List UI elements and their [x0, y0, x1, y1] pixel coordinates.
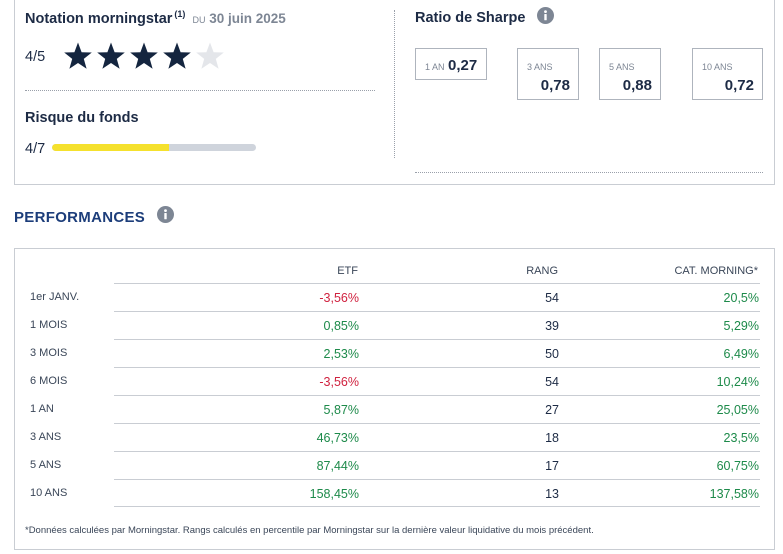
divider [415, 172, 763, 173]
etf-performance: -3,56% [319, 291, 359, 305]
period-label: 5 ANS [30, 459, 62, 471]
column-header-cat: CAT. MORNING* [674, 265, 758, 277]
period-label: 1er JANV. [30, 291, 80, 303]
period-label: 6 MOIS [30, 375, 68, 387]
sharpe-value: 0,78 [540, 77, 570, 94]
sharpe-period-label: 1 AN [425, 62, 445, 72]
row-cells: 0,85% 39 5,29% [114, 311, 760, 339]
period-label: 1 MOIS [30, 319, 68, 331]
period-label: 3 MOIS [30, 347, 68, 359]
star-icon [96, 41, 126, 71]
rank-value: 17 [545, 459, 559, 473]
performances-title: PERFORMANCES [14, 209, 146, 226]
rating-date: DU 30 juin 2025 [192, 11, 285, 26]
rank-value: 39 [545, 319, 559, 333]
sharpe-box-3y: 3 ANS 0,78 [517, 48, 579, 100]
info-icon[interactable] [537, 7, 554, 24]
row-cells: -3,56% 54 10,24% [114, 367, 760, 395]
footnote: *Données calculées par Morningstar. Rang… [25, 525, 594, 536]
category-performance: 10,24% [716, 375, 759, 389]
fund-summary-panel [14, 0, 775, 185]
sharpe-period-label: 3 ANS [527, 62, 553, 72]
table-row: 1er JANV. -3,56% 54 20,5% [15, 283, 774, 311]
sharpe-value: 0,27 [448, 57, 478, 74]
risk-value: 4/7 [25, 141, 46, 157]
morningstar-title-text: Notation morningstar [25, 11, 173, 27]
etf-performance: 46,73% [316, 431, 359, 445]
category-performance: 60,75% [716, 459, 759, 473]
sharpe-title: Ratio de Sharpe [415, 10, 526, 26]
table-row: 1 AN 5,87% 27 25,05% [15, 395, 774, 423]
category-performance: 23,5% [723, 431, 759, 445]
rank-value: 54 [545, 291, 559, 305]
table-row: 3 ANS 46,73% 18 23,5% [15, 423, 774, 451]
sharpe-box-1y: 1 AN 0,27 [415, 48, 487, 80]
table-row: 5 ANS 87,44% 17 60,75% [15, 451, 774, 479]
vertical-divider [394, 10, 395, 158]
sharpe-period-label: 10 ANS [702, 62, 733, 72]
sharpe-period-label: 5 ANS [609, 62, 635, 72]
table-row: 3 MOIS 2,53% 50 6,49% [15, 339, 774, 367]
row-cells: 87,44% 17 60,75% [114, 451, 760, 479]
performances-table: ETF RANG CAT. MORNING* 1er JANV. -3,56% 54… [14, 248, 775, 550]
morningstar-rating-title: Notation morningstar (1) DU 30 juin 2025 [25, 9, 286, 27]
category-performance: 5,29% [723, 319, 759, 333]
rating-stars [63, 41, 225, 71]
etf-performance: 2,53% [323, 347, 359, 361]
category-performance: 25,05% [716, 403, 759, 417]
category-performance: 137,58% [709, 487, 759, 501]
star-icon [63, 41, 93, 71]
star-icon [195, 41, 225, 71]
footnote-marker[interactable]: (1) [174, 9, 186, 19]
category-performance: 6,49% [723, 347, 759, 361]
row-cells: 2,53% 50 6,49% [114, 339, 760, 367]
rank-value: 13 [545, 487, 559, 501]
risk-title: Risque du fonds [25, 110, 139, 126]
etf-performance: -3,56% [319, 375, 359, 389]
divider [25, 90, 375, 91]
date-prefix: DU [192, 15, 206, 25]
rating-value: 4/5 [25, 49, 46, 65]
rank-value: 54 [545, 375, 559, 389]
star-icon [129, 41, 159, 71]
row-cells: 158,45% 13 137,58% [114, 479, 760, 507]
column-header-rang: RANG [526, 265, 558, 277]
date-value: 30 juin 2025 [209, 11, 286, 26]
sharpe-box-5y: 5 ANS 0,88 [599, 48, 661, 100]
table-row: 6 MOIS -3,56% 54 10,24% [15, 367, 774, 395]
rank-value: 18 [545, 431, 559, 445]
info-icon[interactable] [157, 206, 174, 223]
etf-performance: 0,85% [323, 319, 359, 333]
table-row: 1 MOIS 0,85% 39 5,29% [15, 311, 774, 339]
period-label: 3 ANS [30, 431, 62, 443]
etf-performance: 158,45% [309, 487, 359, 501]
sharpe-value: 0,72 [724, 77, 754, 94]
sharpe-value: 0,88 [622, 77, 652, 94]
category-performance: 20,5% [723, 291, 759, 305]
etf-performance: 5,87% [323, 403, 359, 417]
risk-bar-fill [52, 144, 169, 151]
star-icon [162, 41, 192, 71]
row-cells: 46,73% 18 23,5% [114, 423, 760, 451]
period-label: 10 ANS [30, 487, 68, 499]
etf-performance: 87,44% [316, 459, 359, 473]
sharpe-box-10y: 10 ANS 0,72 [692, 48, 763, 100]
rank-value: 27 [545, 403, 559, 417]
period-label: 1 AN [30, 403, 54, 415]
table-row: 10 ANS 158,45% 13 137,58% [15, 479, 774, 507]
rank-value: 50 [545, 347, 559, 361]
table-body: 1er JANV. -3,56% 54 20,5% 1 MOIS 0,85% 39 5,29%… [15, 283, 774, 507]
column-header-etf: ETF [337, 265, 358, 277]
row-cells: 5,87% 27 25,05% [114, 395, 760, 423]
row-cells: -3,56% 54 20,5% [114, 283, 760, 311]
risk-bar [52, 144, 256, 151]
